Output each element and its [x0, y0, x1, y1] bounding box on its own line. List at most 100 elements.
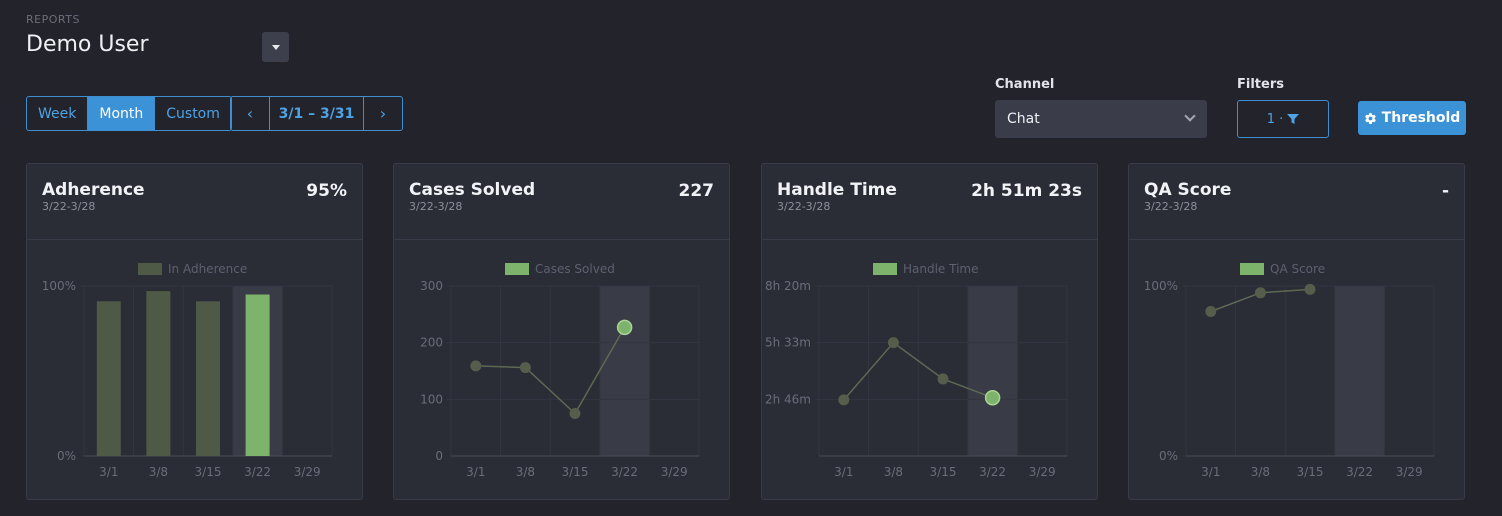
card-date-range: 3/22-3/28: [409, 200, 463, 213]
prev-period-button[interactable]: ‹: [231, 97, 269, 130]
x-tick-label: 3/22: [979, 465, 1006, 479]
legend-label: In Adherence: [168, 262, 247, 276]
series-line-segment: [524, 367, 576, 415]
x-tick-label: 3/15: [930, 465, 957, 479]
chevron-right-icon: ›: [379, 104, 387, 123]
x-tick-label: 3/15: [1297, 465, 1324, 479]
filter-count: 1 ·: [1266, 111, 1284, 127]
user-dropdown-button[interactable]: [262, 32, 289, 62]
reports-eyebrow: REPORTS: [26, 13, 80, 26]
y-tick-label: 2h 46m: [765, 392, 811, 406]
qa-score-chart: QA Score 0% 100% 3/1 3/8 3/15 3/22 3/29: [1144, 262, 1435, 479]
card-title: QA Score: [1144, 180, 1232, 200]
x-tick-label: 3/1: [466, 465, 485, 479]
series-line-segment: [1210, 292, 1261, 313]
y-tick-label: 0%: [1159, 449, 1178, 463]
caret-down-icon: [271, 44, 280, 50]
metric-card-adherence: Adherence 3/22-3/28 95% In Adherence 0% 10…: [26, 163, 363, 500]
y-tick-label: 8h 20m: [765, 279, 811, 293]
series-line-segment: [1260, 288, 1311, 294]
period-week-button[interactable]: Week: [38, 105, 77, 122]
x-tick-label: 3/8: [516, 465, 535, 479]
x-tick-label: 3/22: [244, 465, 271, 479]
gear-icon: [1364, 112, 1376, 124]
card-title: Adherence: [42, 180, 145, 200]
card-divider: [762, 239, 1097, 240]
card-date-range: 3/22-3/28: [42, 200, 96, 213]
next-period-button[interactable]: ›: [364, 97, 402, 130]
metric-card-cases-solved: Cases Solved 3/22-3/28 227 Cases Solved 0…: [393, 163, 730, 500]
date-range-label: 3/1 – 3/31: [269, 97, 364, 130]
current-period-band: [967, 286, 1018, 456]
card-divider: [1129, 239, 1464, 240]
x-tick-label: 3/29: [661, 465, 688, 479]
x-tick-label: 3/15: [562, 465, 589, 479]
adherence-chart: In Adherence 0% 100% 3/1 3/8 3/15 3/22 3/29: [42, 262, 333, 479]
metric-card-qa-score: QA Score 3/22-3/28 - QA Score 0% 100% 3/1 3/…: [1128, 163, 1465, 500]
cases-solved-chart: Cases Solved 0 100 200 300 3/1 3/8 3/15 3/22 3/29: [420, 262, 700, 479]
data-point-highlighted: [616, 319, 633, 336]
x-tick-label: 3/1: [1201, 465, 1220, 479]
card-value: 2h 51m 23s: [971, 181, 1082, 201]
handle-time-chart: Handle Time 2h 46m 5h 33m 8h 20m 3/1 3/8 3/15 3…: [765, 262, 1068, 479]
data-point: [1254, 287, 1266, 299]
funnel-icon: [1287, 114, 1300, 124]
y-tick-label: 0: [435, 449, 443, 463]
y-tick-label: 100%: [1144, 279, 1178, 293]
data-point: [569, 408, 581, 419]
channel-select[interactable]: Chat: [995, 100, 1207, 138]
chevron-down-icon: [1184, 110, 1196, 122]
x-tick-label: 3/22: [1346, 465, 1373, 479]
y-tick-label: 5h 33m: [765, 336, 811, 350]
legend-swatch: [873, 263, 897, 275]
series-line-segment: [942, 378, 993, 399]
period-month-button[interactable]: Month: [87, 97, 155, 130]
x-tick-label: 3/1: [834, 465, 853, 479]
y-tick-label: 300: [420, 279, 443, 293]
bar: [196, 301, 220, 456]
card-divider: [27, 239, 362, 240]
period-segmented-control: Week Month Custom: [26, 96, 232, 131]
series-line-segment: [843, 342, 894, 401]
legend-swatch: [1240, 263, 1264, 275]
legend-label: Handle Time: [903, 262, 979, 276]
filters-label: Filters: [1237, 77, 1284, 92]
y-tick-label: 200: [420, 336, 443, 350]
card-title: Handle Time: [777, 180, 897, 200]
bar: [245, 294, 270, 456]
data-point: [887, 337, 899, 349]
legend-label: QA Score: [1270, 262, 1325, 276]
user-title: Demo User: [26, 32, 149, 57]
legend-swatch: [505, 263, 529, 275]
filters-button[interactable]: 1 ·: [1237, 100, 1329, 138]
current-period-band: [599, 286, 650, 456]
data-point: [937, 373, 949, 385]
series-line-segment: [475, 365, 526, 369]
x-tick-label: 3/22: [611, 465, 638, 479]
current-period-band: [1334, 286, 1385, 456]
channel-select-value: Chat: [1007, 111, 1040, 127]
card-title: Cases Solved: [409, 180, 536, 200]
metric-card-handle-time: Handle Time 3/22-3/28 2h 51m 23s Handle …: [761, 163, 1098, 500]
x-tick-label: 3/8: [149, 465, 168, 479]
x-tick-label: 3/29: [1396, 465, 1423, 479]
legend-swatch: [138, 263, 162, 275]
period-custom-button[interactable]: Custom: [154, 97, 231, 130]
card-value: 227: [678, 181, 715, 201]
x-tick-label: 3/1: [99, 465, 118, 479]
series-line-segment: [574, 326, 626, 414]
series-line-segment: [892, 342, 944, 380]
data-point: [470, 360, 482, 372]
data-point: [1205, 306, 1217, 317]
date-range-navigator: ‹ 3/1 – 3/31 ›: [230, 96, 403, 131]
data-point: [838, 394, 850, 406]
channel-label: Channel: [995, 77, 1055, 92]
x-tick-label: 3/8: [1251, 465, 1270, 479]
x-tick-label: 3/15: [195, 465, 222, 479]
chevron-left-icon: ‹: [246, 104, 254, 123]
bar: [146, 291, 171, 456]
legend-label: Cases Solved: [535, 262, 615, 276]
data-point-highlighted: [984, 389, 1001, 406]
threshold-button[interactable]: Threshold: [1358, 101, 1466, 135]
threshold-label: Threshold: [1381, 110, 1461, 126]
